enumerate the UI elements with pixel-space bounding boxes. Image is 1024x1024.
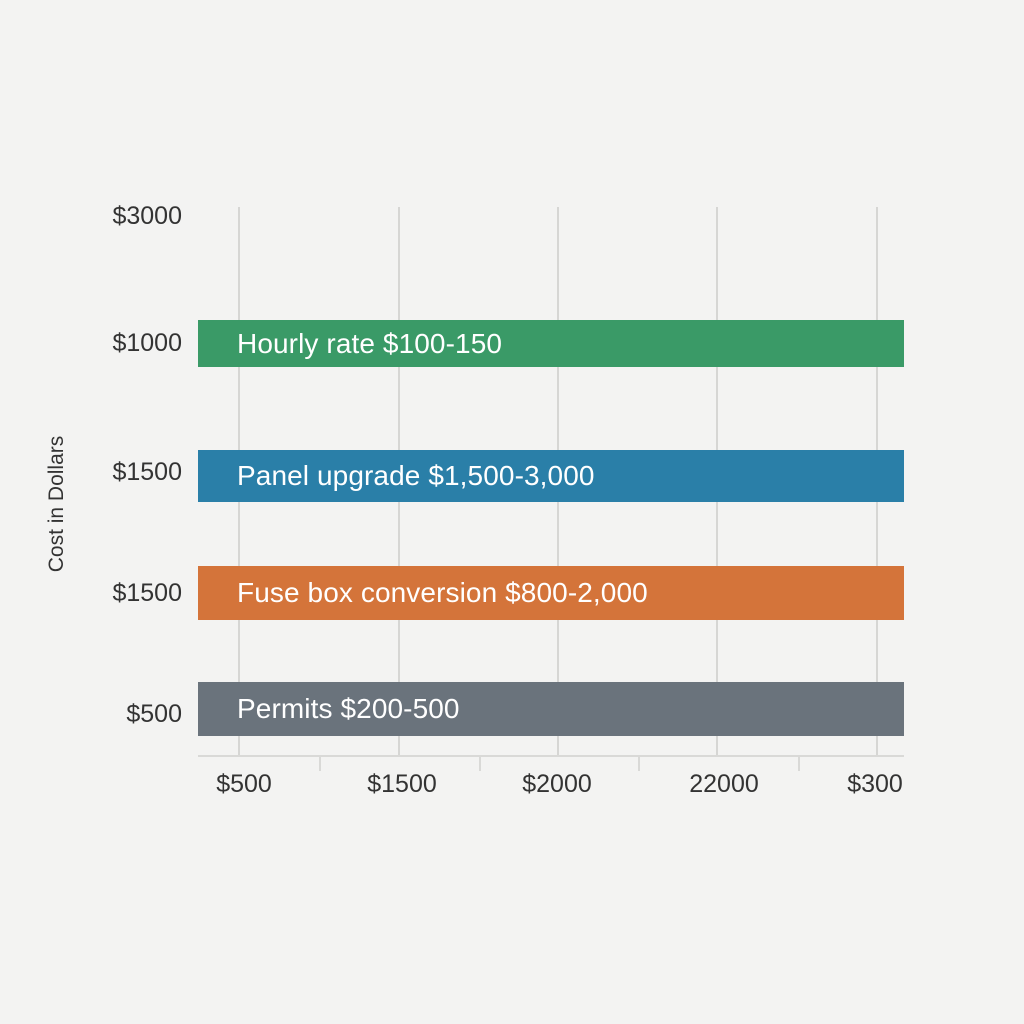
bar-label: Fuse box conversion $800-2,000 [237,577,648,608]
bar-fuse-box-conversion: Fuse box conversion $800-2,000 [198,566,904,620]
x-axis-line [198,755,904,757]
x-tick-label: $2000 [522,770,592,798]
x-axis-minor-tick [798,757,800,771]
bar-hourly-rate: Hourly rate $100-150 [198,320,904,367]
y-tick-label: $1000 [112,329,182,357]
bar-panel-upgrade: Panel upgrade $1,500-3,000 [198,450,904,502]
x-axis-minor-tick [479,757,481,771]
bar-label: Hourly rate $100-150 [237,327,503,359]
x-axis-minor-tick [319,757,321,771]
x-tick-label: $1500 [367,770,437,798]
x-axis-minor-tick [638,757,640,771]
bar-label: Panel upgrade $1,500-3,000 [237,460,595,491]
x-tick-label: 22000 [689,770,759,798]
y-tick-label: $3000 [112,202,182,230]
y-axis-title: Cost in Dollars [45,435,68,573]
x-tick-label: $500 [216,770,272,798]
y-tick-label: $1500 [112,579,182,607]
y-tick-label: $500 [126,700,182,728]
y-tick-label: $1500 [112,458,182,486]
x-tick-label: $300 [847,770,903,798]
bar-label: Permits $200-500 [237,693,460,724]
bar-permits: Permits $200-500 [198,682,904,736]
